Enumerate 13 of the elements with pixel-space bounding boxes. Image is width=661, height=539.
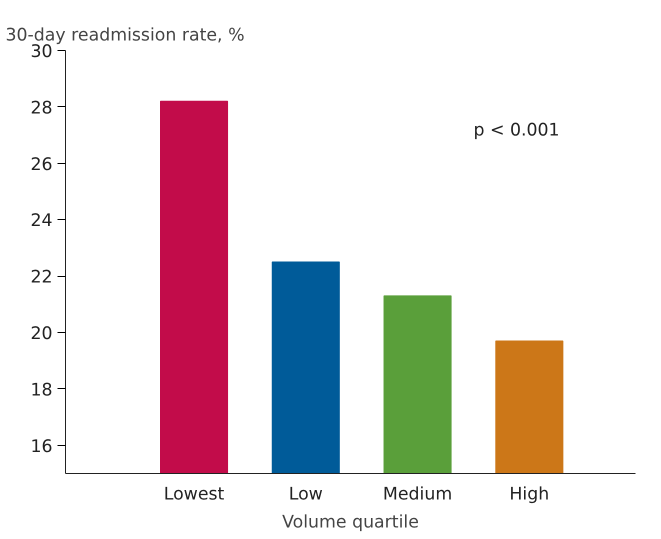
y-tick-label: 26 xyxy=(30,154,53,175)
y-tick-label: 28 xyxy=(30,98,53,118)
x-tick-label: Medium xyxy=(382,484,452,504)
x-tick-label: Low xyxy=(288,484,323,504)
y-tick-label: 20 xyxy=(30,324,53,344)
x-tick-label: Lowest xyxy=(164,484,225,504)
y-tick-label: 18 xyxy=(30,380,53,400)
y-tick-label: 16 xyxy=(30,436,53,457)
annotation: p < 0.001 xyxy=(473,120,560,141)
x-tick-label: High xyxy=(509,484,550,504)
x-axis-title: Volume quartile xyxy=(282,512,419,532)
y-tick-label: 24 xyxy=(30,211,53,232)
y-tick-label: 22 xyxy=(30,268,53,288)
